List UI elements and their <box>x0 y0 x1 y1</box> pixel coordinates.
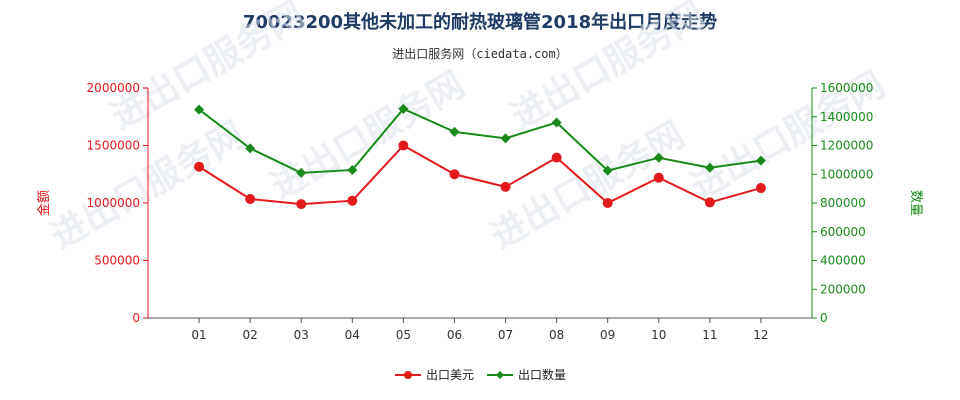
series-point-1 <box>449 169 460 180</box>
x-tick-label: 03 <box>294 328 309 342</box>
series-point-2 <box>449 126 460 137</box>
x-tick-label: 12 <box>753 328 768 342</box>
left-tick-label: 500000 <box>94 254 140 268</box>
legend-marker <box>496 371 504 379</box>
x-tick-label: 05 <box>396 328 411 342</box>
x-tick-label: 08 <box>549 328 564 342</box>
series-layer <box>194 103 766 210</box>
legend-label: 出口美元 <box>426 368 474 382</box>
legend-label: 出口数量 <box>518 367 566 382</box>
axes: 0 500000 1000000 1500000 2000000 0 200000 40000… <box>36 81 923 342</box>
series-point-2 <box>755 155 766 166</box>
series-point-1 <box>347 195 358 206</box>
series-point-2 <box>347 164 358 175</box>
series-point-2 <box>653 152 664 163</box>
series-point-1 <box>398 140 409 151</box>
x-tick-label: 06 <box>447 328 462 342</box>
left-tick-label: 2000000 <box>87 81 140 95</box>
watermark-text: 进出口服务网 <box>504 0 712 138</box>
legend-marker <box>404 371 412 379</box>
right-tick-label: 200000 <box>820 282 866 296</box>
x-tick-label: 01 <box>191 328 206 342</box>
x-tick-label: 02 <box>243 328 258 342</box>
chart-subtitle: 进出口服务网（ciedata.com） <box>392 47 568 61</box>
series-point-1 <box>755 183 766 194</box>
right-tick-label: 1200000 <box>820 139 873 153</box>
series-point-2 <box>500 133 511 144</box>
right-tick-label: 1000000 <box>820 167 873 181</box>
series-point-1 <box>296 199 307 210</box>
right-tick-label: 1600000 <box>820 81 873 95</box>
legend: 出口美元 出口数量 <box>395 367 566 382</box>
x-tick-label: 07 <box>498 328 513 342</box>
series-point-1 <box>653 172 664 183</box>
series-point-2 <box>296 167 307 178</box>
right-tick-label: 0 <box>820 311 828 325</box>
right-tick-label: 1400000 <box>820 110 873 124</box>
x-tick-label: 11 <box>702 328 717 342</box>
right-tick-label: 600000 <box>820 225 866 239</box>
series-line-1 <box>198 144 762 206</box>
series-point-1 <box>245 193 256 204</box>
series-point-1 <box>551 152 562 163</box>
series-point-2 <box>194 104 205 115</box>
series-point-2 <box>398 103 409 114</box>
series-point-1 <box>194 161 205 172</box>
series-point-2 <box>245 143 256 154</box>
right-axis-title: 数量 <box>908 190 923 216</box>
watermark-text: 进出口服务网 <box>264 64 472 208</box>
right-tick-label: 800000 <box>820 196 866 210</box>
chart-title: 70023200其他未加工的耐热玻璃管2018年出口月度走势 <box>242 12 718 33</box>
series-point-1 <box>704 197 715 208</box>
series-point-1 <box>602 198 613 208</box>
right-tick-label: 400000 <box>820 254 866 268</box>
left-tick-label: 0 <box>132 311 140 325</box>
x-tick-label: 09 <box>600 328 615 342</box>
series-point-1 <box>500 181 511 192</box>
series-line-2 <box>198 107 762 174</box>
series-point-2 <box>704 162 715 173</box>
left-tick-label: 1000000 <box>87 196 140 210</box>
left-axis-title: 金额 <box>36 190 52 216</box>
series-point-2 <box>551 117 562 128</box>
series-point-2 <box>602 165 613 176</box>
x-tick-label: 04 <box>345 328 360 342</box>
x-tick-label: 10 <box>651 328 666 342</box>
left-tick-label: 1500000 <box>87 139 140 153</box>
